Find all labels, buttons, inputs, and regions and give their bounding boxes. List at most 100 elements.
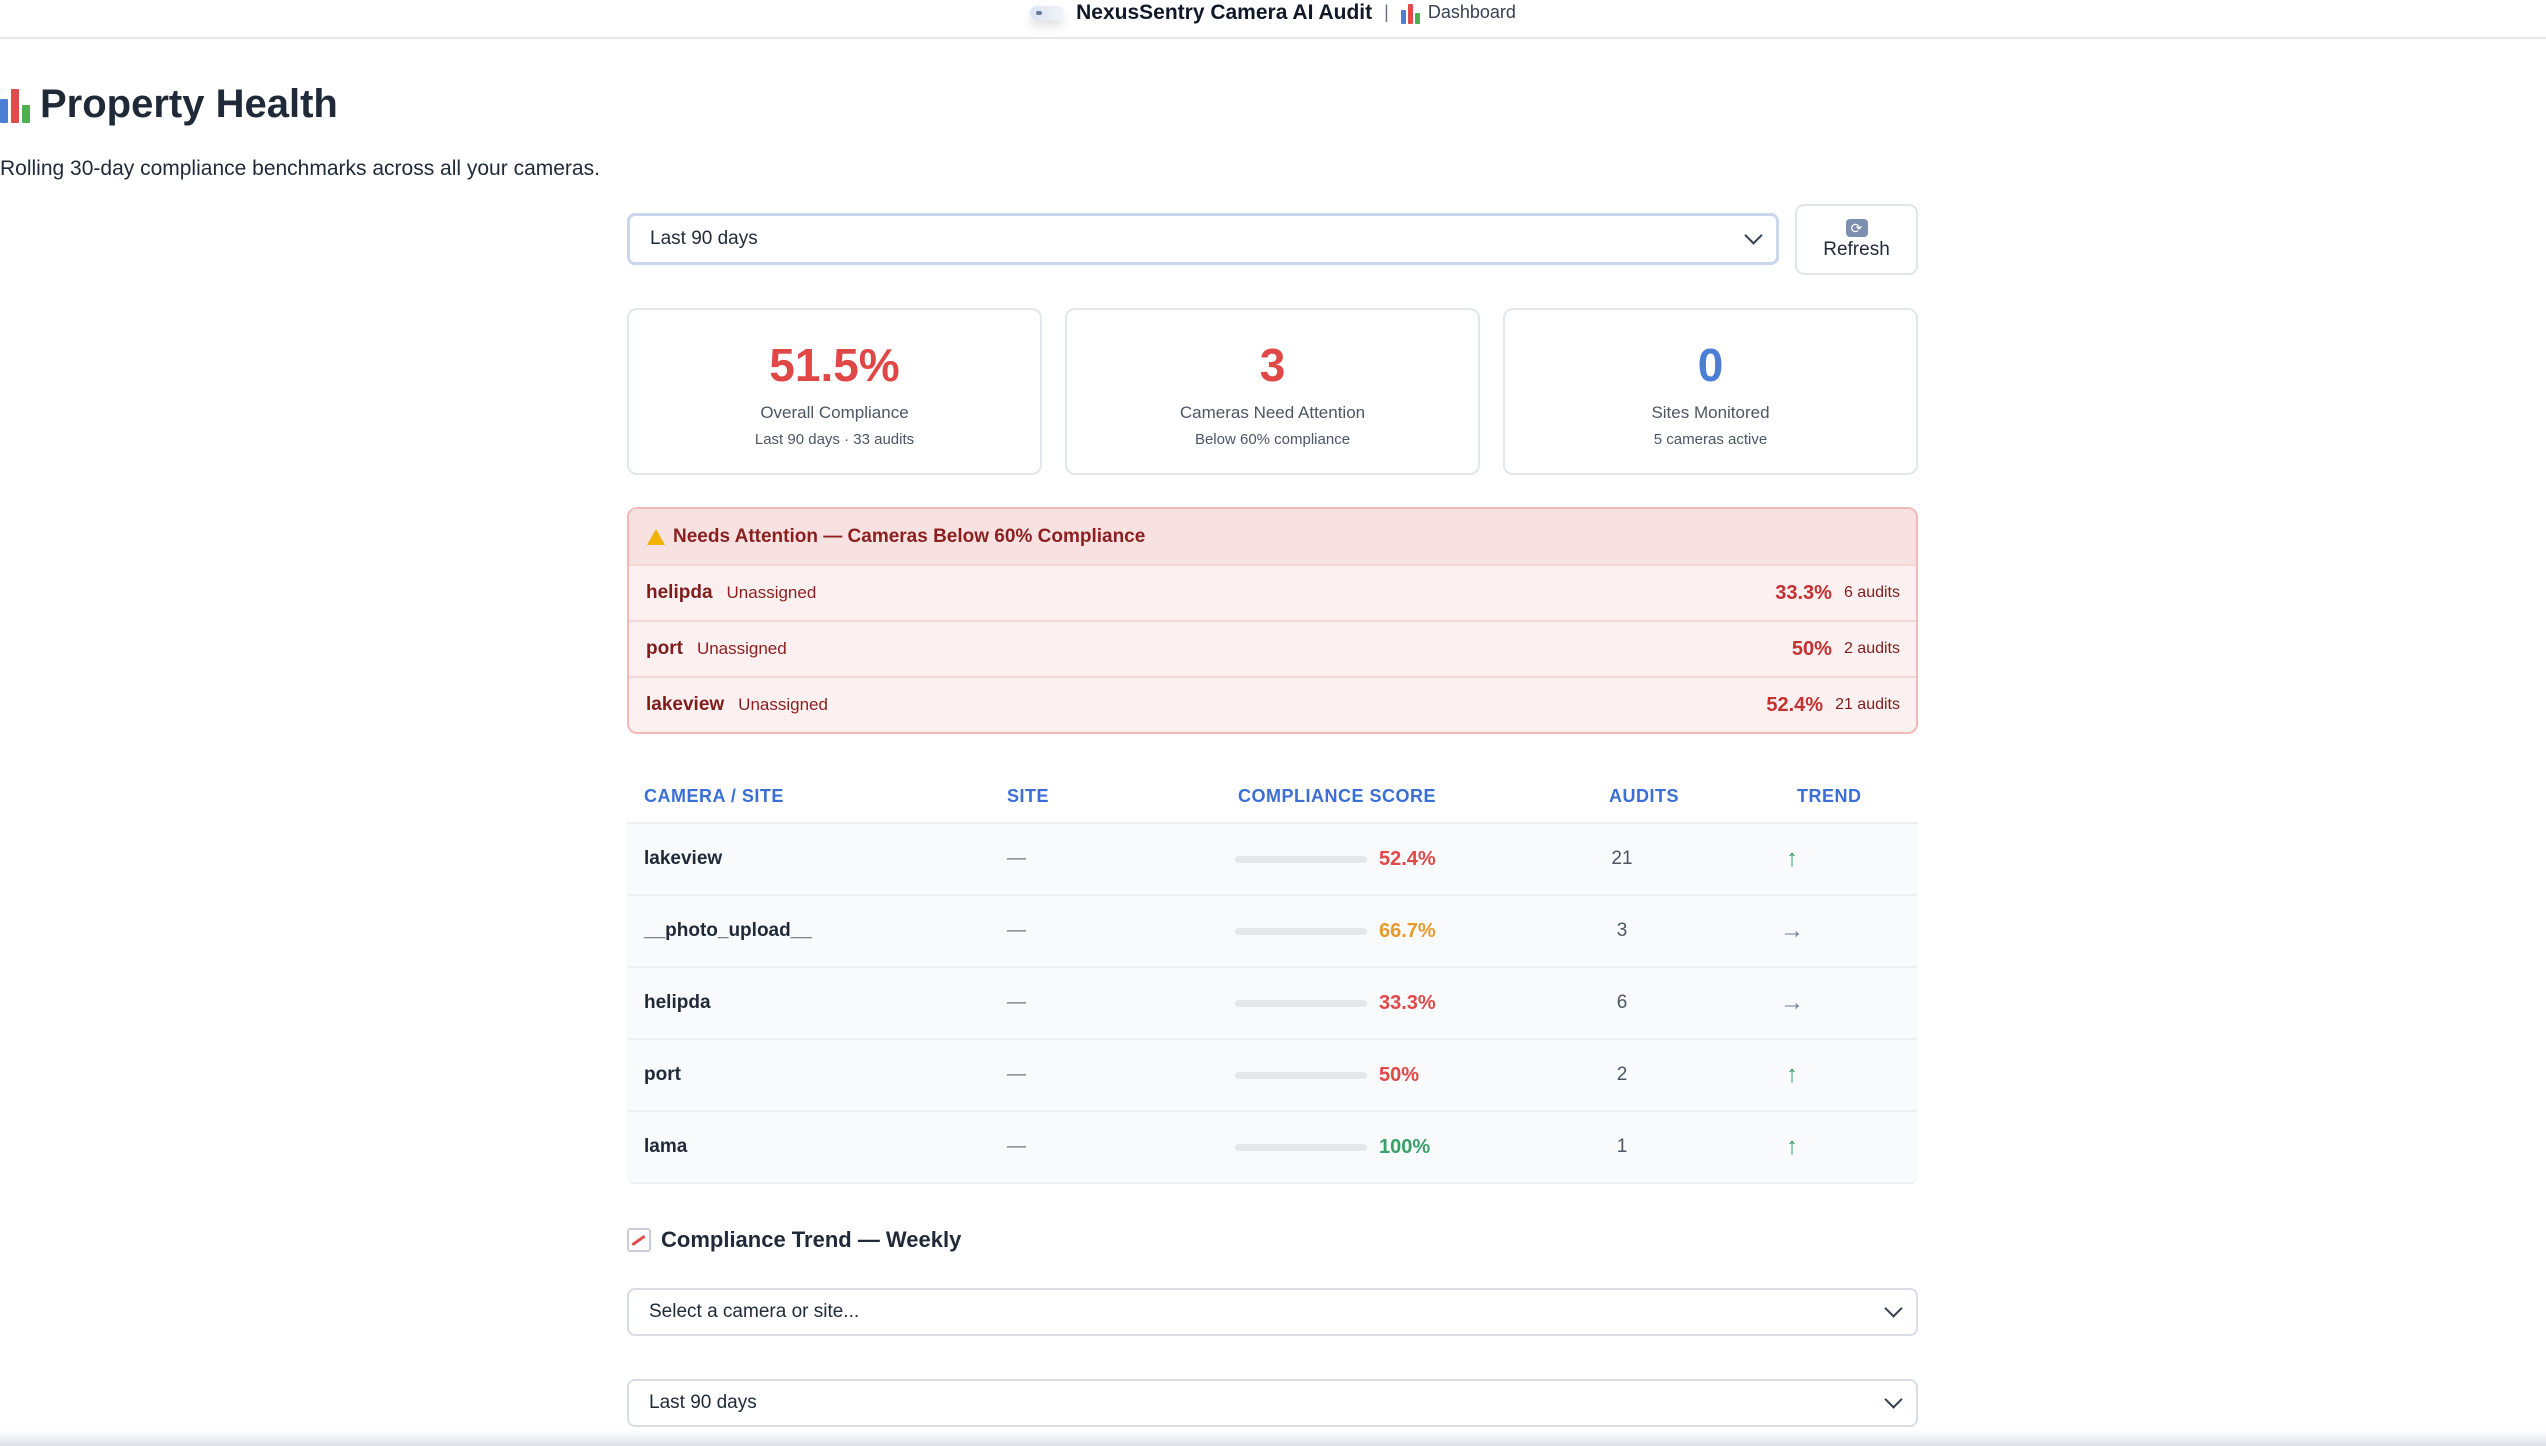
table-header: CAMERA / SITE SITE COMPLIANCE SCORE AUDI… bbox=[627, 770, 1918, 822]
audit-count: 2 audits bbox=[1843, 640, 1900, 657]
camera-name: port bbox=[646, 638, 683, 659]
audit-count: 3 bbox=[1616, 920, 1628, 941]
refresh-button[interactable]: ⟳ Refresh bbox=[1795, 204, 1918, 275]
camera-site: Unassigned bbox=[738, 695, 828, 714]
site-name: — bbox=[1007, 920, 1026, 941]
audit-count: 1 bbox=[1616, 1136, 1628, 1157]
camera-name: port bbox=[644, 1064, 681, 1085]
trend-arrow-icon: ↑ bbox=[1786, 1133, 1798, 1160]
compliance-score: 33.3% bbox=[1775, 581, 1832, 604]
page-title: Property Health bbox=[0, 82, 338, 127]
trend-arrow-icon: ↑ bbox=[1786, 845, 1798, 872]
audit-count: 21 bbox=[1611, 848, 1633, 869]
camera-name: __photo_upload__ bbox=[644, 920, 812, 941]
column-header-trend[interactable]: TREND bbox=[1797, 785, 1862, 806]
needs-attention-header: Needs Attention — Cameras Below 60% Comp… bbox=[629, 509, 1916, 564]
compliance-score-cell: 50% bbox=[1235, 1064, 1419, 1087]
app-title: NexusSentry Camera AI Audit bbox=[1076, 0, 1373, 24]
trend-period-select[interactable]: Last 90 days bbox=[627, 1379, 1918, 1427]
trend-arrow-icon: ↑ bbox=[1786, 1061, 1798, 1088]
site-name: — bbox=[1007, 1064, 1026, 1085]
stat-value: 3 bbox=[1259, 339, 1286, 391]
camera-site-select-value: Select a camera or site... bbox=[649, 1301, 860, 1322]
trend-section-title-text: Compliance Trend — Weekly bbox=[661, 1227, 962, 1252]
camera-name: lama bbox=[644, 1136, 688, 1157]
camera-site: Unassigned bbox=[696, 639, 787, 658]
breadcrumb-label: Dashboard bbox=[1427, 2, 1516, 22]
attention-row[interactable]: lakeview Unassigned 52.4% 21 audits bbox=[629, 676, 1916, 732]
table-row[interactable]: __photo_upload__ — 66.7% 3 → bbox=[627, 894, 1918, 966]
table-body: lakeview —52.4% 21 ↑ __photo_upload__ —66.7% 3… bbox=[627, 822, 1918, 1184]
table-row[interactable]: helipda — 33.3% 6 → bbox=[627, 966, 1918, 1038]
chevron-down-icon bbox=[1884, 1298, 1903, 1318]
needs-attention-title: Needs Attention — Cameras Below 60% Comp… bbox=[673, 525, 1146, 547]
trend-section-title: Compliance Trend — Weekly bbox=[627, 1227, 961, 1253]
audit-count: 2 bbox=[1616, 1064, 1628, 1085]
needs-attention-panel: Needs Attention — Cameras Below 60% Comp… bbox=[627, 507, 1918, 734]
breadcrumb-dashboard[interactable]: Dashboard bbox=[1400, 2, 1516, 24]
compliance-score-cell: 100% bbox=[1235, 1136, 1430, 1159]
refresh-icon: ⟳ bbox=[1845, 218, 1868, 237]
compliance-score: 50% bbox=[1379, 1063, 1420, 1086]
table-row[interactable]: lama — 100% 1 ↑ bbox=[627, 1110, 1918, 1184]
page-subtitle: Rolling 30-day compliance benchmarks acr… bbox=[0, 157, 600, 180]
stat-sub: 5 cameras active bbox=[1653, 430, 1768, 448]
site-name: — bbox=[1007, 1136, 1026, 1157]
compliance-score: 52.4% bbox=[1766, 693, 1824, 716]
chevron-down-icon bbox=[1744, 225, 1763, 245]
table-row[interactable]: port — 50% 2 ↑ bbox=[627, 1038, 1918, 1110]
top-bar: NexusSentry Camera AI Audit | Dashboard bbox=[0, 0, 2546, 39]
audit-count: 6 bbox=[1616, 992, 1628, 1013]
attention-row[interactable]: helipda Unassigned 33.3% 6 audits bbox=[629, 564, 1916, 620]
period-select[interactable]: Last 90 days bbox=[627, 213, 1779, 265]
page-title-text: Property Health bbox=[40, 82, 338, 126]
attention-row[interactable]: port Unassigned 50% 2 audits bbox=[629, 620, 1916, 676]
stat-card-cameras-attention: 3 Cameras Need Attention Below 60% compl… bbox=[1065, 308, 1480, 475]
site-name: — bbox=[1007, 848, 1026, 869]
camera-name: helipda bbox=[644, 992, 711, 1013]
stat-label: Cameras Need Attention bbox=[1179, 402, 1366, 422]
trend-arrow-icon: → bbox=[1780, 917, 1804, 944]
camera-site-select[interactable]: Select a camera or site... bbox=[627, 1288, 1918, 1336]
refresh-label: Refresh bbox=[1823, 238, 1890, 260]
stat-label: Sites Monitored bbox=[1651, 402, 1770, 422]
chevron-down-icon bbox=[1884, 1389, 1903, 1409]
camera-compliance-table: CAMERA / SITE SITE COMPLIANCE SCORE AUDI… bbox=[627, 770, 1918, 1184]
warning-icon bbox=[647, 528, 665, 545]
stat-card-overall-compliance: 51.5% Overall Compliance Last 90 days · … bbox=[627, 308, 1042, 475]
trend-period-select-value: Last 90 days bbox=[649, 1392, 757, 1413]
score-bar-track bbox=[1235, 999, 1367, 1007]
compliance-score: 52.4% bbox=[1379, 847, 1436, 870]
stat-card-sites-monitored: 0 Sites Monitored 5 cameras active bbox=[1503, 308, 1918, 475]
compliance-score: 50% bbox=[1791, 637, 1832, 660]
compliance-score: 100% bbox=[1379, 1135, 1431, 1158]
camera-name: lakeview bbox=[644, 848, 723, 869]
stat-label: Overall Compliance bbox=[760, 402, 909, 422]
column-header-audits[interactable]: AUDITS bbox=[1609, 785, 1679, 806]
stat-value: 51.5% bbox=[769, 339, 900, 391]
bottom-shadow bbox=[0, 1430, 2546, 1446]
table-row[interactable]: lakeview — 52.4% 21 ↑ bbox=[627, 822, 1918, 894]
app-logo-icon bbox=[1030, 5, 1065, 20]
audit-count: 6 audits bbox=[1843, 584, 1900, 601]
site-name: — bbox=[1007, 992, 1026, 1013]
column-header-score[interactable]: COMPLIANCE SCORE bbox=[1238, 785, 1437, 806]
compliance-score: 66.7% bbox=[1379, 919, 1436, 942]
compliance-score: 33.3% bbox=[1379, 991, 1436, 1014]
audit-count: 21 audits bbox=[1835, 696, 1900, 713]
compliance-score-cell: 33.3% bbox=[1235, 992, 1436, 1015]
column-header-camera[interactable]: CAMERA / SITE bbox=[644, 785, 784, 806]
compliance-score-cell: 66.7% bbox=[1235, 920, 1436, 943]
score-bar-track bbox=[1235, 927, 1367, 935]
camera-name: lakeview bbox=[646, 694, 725, 715]
score-bar-track bbox=[1235, 1071, 1367, 1079]
score-bar-track bbox=[1235, 855, 1367, 863]
period-select-value: Last 90 days bbox=[650, 228, 758, 249]
line-chart-icon bbox=[627, 1228, 651, 1252]
title-separator: | bbox=[1384, 2, 1389, 22]
stat-sub: Last 90 days · 33 audits bbox=[754, 430, 915, 448]
camera-name: helipda bbox=[646, 582, 713, 603]
stat-sub: Below 60% compliance bbox=[1194, 430, 1351, 448]
column-header-site[interactable]: SITE bbox=[1007, 785, 1050, 806]
camera-site: Unassigned bbox=[726, 583, 817, 602]
